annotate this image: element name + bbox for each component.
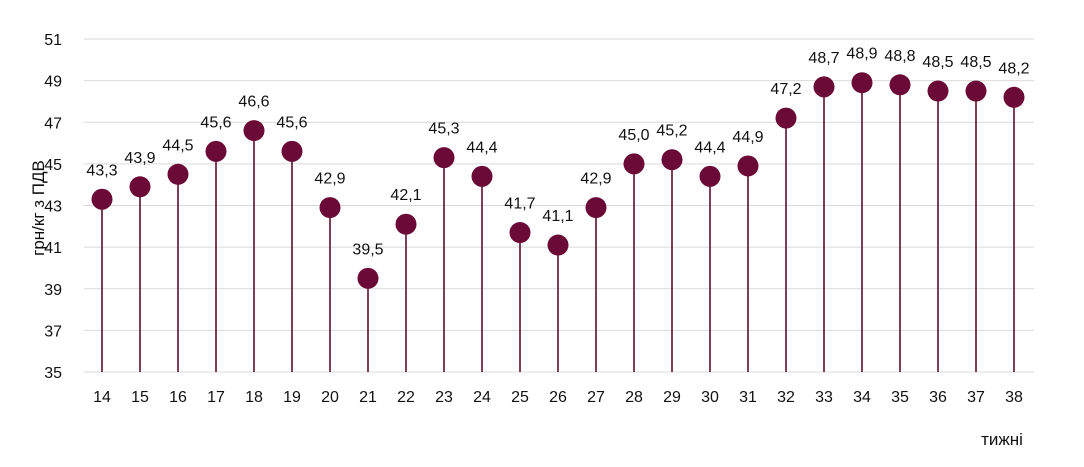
data-point [357, 267, 379, 289]
data-label: 45,0 [618, 127, 649, 144]
x-tick-label: 30 [701, 389, 719, 406]
x-tick-label: 25 [511, 389, 529, 406]
data-label: 48,5 [922, 54, 953, 71]
x-tick-label: 33 [815, 389, 833, 406]
data-points [91, 72, 1025, 289]
x-tick-label: 24 [473, 389, 491, 406]
y-tick-label: 41 [44, 240, 62, 257]
x-tick-label: 16 [169, 389, 187, 406]
data-point [509, 222, 531, 244]
data-label: 48,7 [808, 50, 839, 67]
data-label: 45,6 [276, 114, 307, 131]
x-tick-label: 38 [1005, 389, 1023, 406]
data-point [243, 120, 265, 142]
data-label: 46,6 [238, 94, 269, 111]
data-label: 42,9 [314, 171, 345, 188]
data-point [813, 76, 835, 98]
data-labels: 43,3 43,9 44,5 45,6 46,6 45,6 42,9 39,5 42,1 45,3… [86, 46, 1029, 259]
data-label: 48,2 [998, 60, 1029, 77]
data-point [281, 140, 303, 162]
data-point [129, 176, 151, 198]
data-label: 41,7 [504, 196, 535, 213]
y-tick-label: 37 [44, 323, 62, 340]
x-axis-ticks: 14 15 16 17 18 19 20 21 22 23 24 25 26 27 28 29 30 31 32 33… [93, 389, 1023, 406]
data-label: 42,1 [390, 187, 421, 204]
data-point [167, 163, 189, 185]
data-label: 48,8 [884, 48, 915, 65]
data-point [471, 165, 493, 187]
y-tick-label: 49 [44, 74, 62, 91]
y-tick-label: 43 [44, 199, 62, 216]
x-tick-label: 20 [321, 389, 339, 406]
x-tick-label: 32 [777, 389, 795, 406]
data-point [395, 213, 417, 235]
x-tick-label: 17 [207, 389, 225, 406]
data-point [889, 74, 911, 96]
data-label: 45,3 [428, 121, 459, 138]
data-point [699, 165, 721, 187]
data-label: 45,6 [200, 114, 231, 131]
x-tick-label: 18 [245, 389, 263, 406]
stems [101, 82, 1015, 372]
y-tick-label: 51 [44, 32, 62, 49]
x-tick-label: 28 [625, 389, 643, 406]
x-axis-title: тижні [981, 430, 1023, 449]
x-tick-label: 14 [93, 389, 111, 406]
data-point [775, 107, 797, 129]
data-point [927, 80, 949, 102]
x-tick-label: 26 [549, 389, 567, 406]
data-point [205, 140, 227, 162]
x-tick-label: 29 [663, 389, 681, 406]
data-point [433, 147, 455, 169]
data-label: 43,3 [86, 162, 117, 179]
x-tick-label: 19 [283, 389, 301, 406]
data-point [91, 188, 113, 210]
data-label: 44,4 [466, 139, 497, 156]
data-point [623, 153, 645, 175]
x-tick-label: 15 [131, 389, 149, 406]
data-point [1003, 86, 1025, 108]
data-label: 48,9 [846, 46, 877, 63]
y-tick-label: 47 [44, 115, 62, 132]
y-tick-label: 35 [44, 365, 62, 382]
x-tick-label: 23 [435, 389, 453, 406]
data-label: 44,9 [732, 129, 763, 146]
x-tick-label: 22 [397, 389, 415, 406]
data-label: 42,9 [580, 171, 611, 188]
x-tick-label: 34 [853, 389, 871, 406]
y-tick-label: 39 [44, 282, 62, 299]
data-point [319, 197, 341, 219]
data-label: 43,9 [124, 150, 155, 167]
data-label: 48,5 [960, 54, 991, 71]
data-label: 41,1 [542, 208, 573, 225]
data-label: 47,2 [770, 81, 801, 98]
data-label: 44,4 [694, 139, 725, 156]
y-tick-label: 45 [44, 157, 62, 174]
data-point [965, 80, 987, 102]
x-tick-label: 31 [739, 389, 757, 406]
data-label: 45,2 [656, 123, 687, 140]
x-tick-label: 35 [891, 389, 909, 406]
x-tick-label: 21 [359, 389, 377, 406]
data-label: 44,5 [162, 137, 193, 154]
y-axis-ticks: 35 37 39 41 43 45 47 49 51 [44, 32, 62, 382]
data-point [851, 72, 873, 94]
data-point [585, 197, 607, 219]
y-axis-title: грн/кг з ПДВ [29, 160, 48, 256]
x-tick-label: 27 [587, 389, 605, 406]
data-point [737, 155, 759, 177]
data-label: 39,5 [352, 241, 383, 258]
data-point [661, 149, 683, 171]
gridlines [84, 38, 1034, 373]
x-tick-label: 36 [929, 389, 947, 406]
data-point [547, 234, 569, 256]
x-tick-label: 37 [967, 389, 985, 406]
